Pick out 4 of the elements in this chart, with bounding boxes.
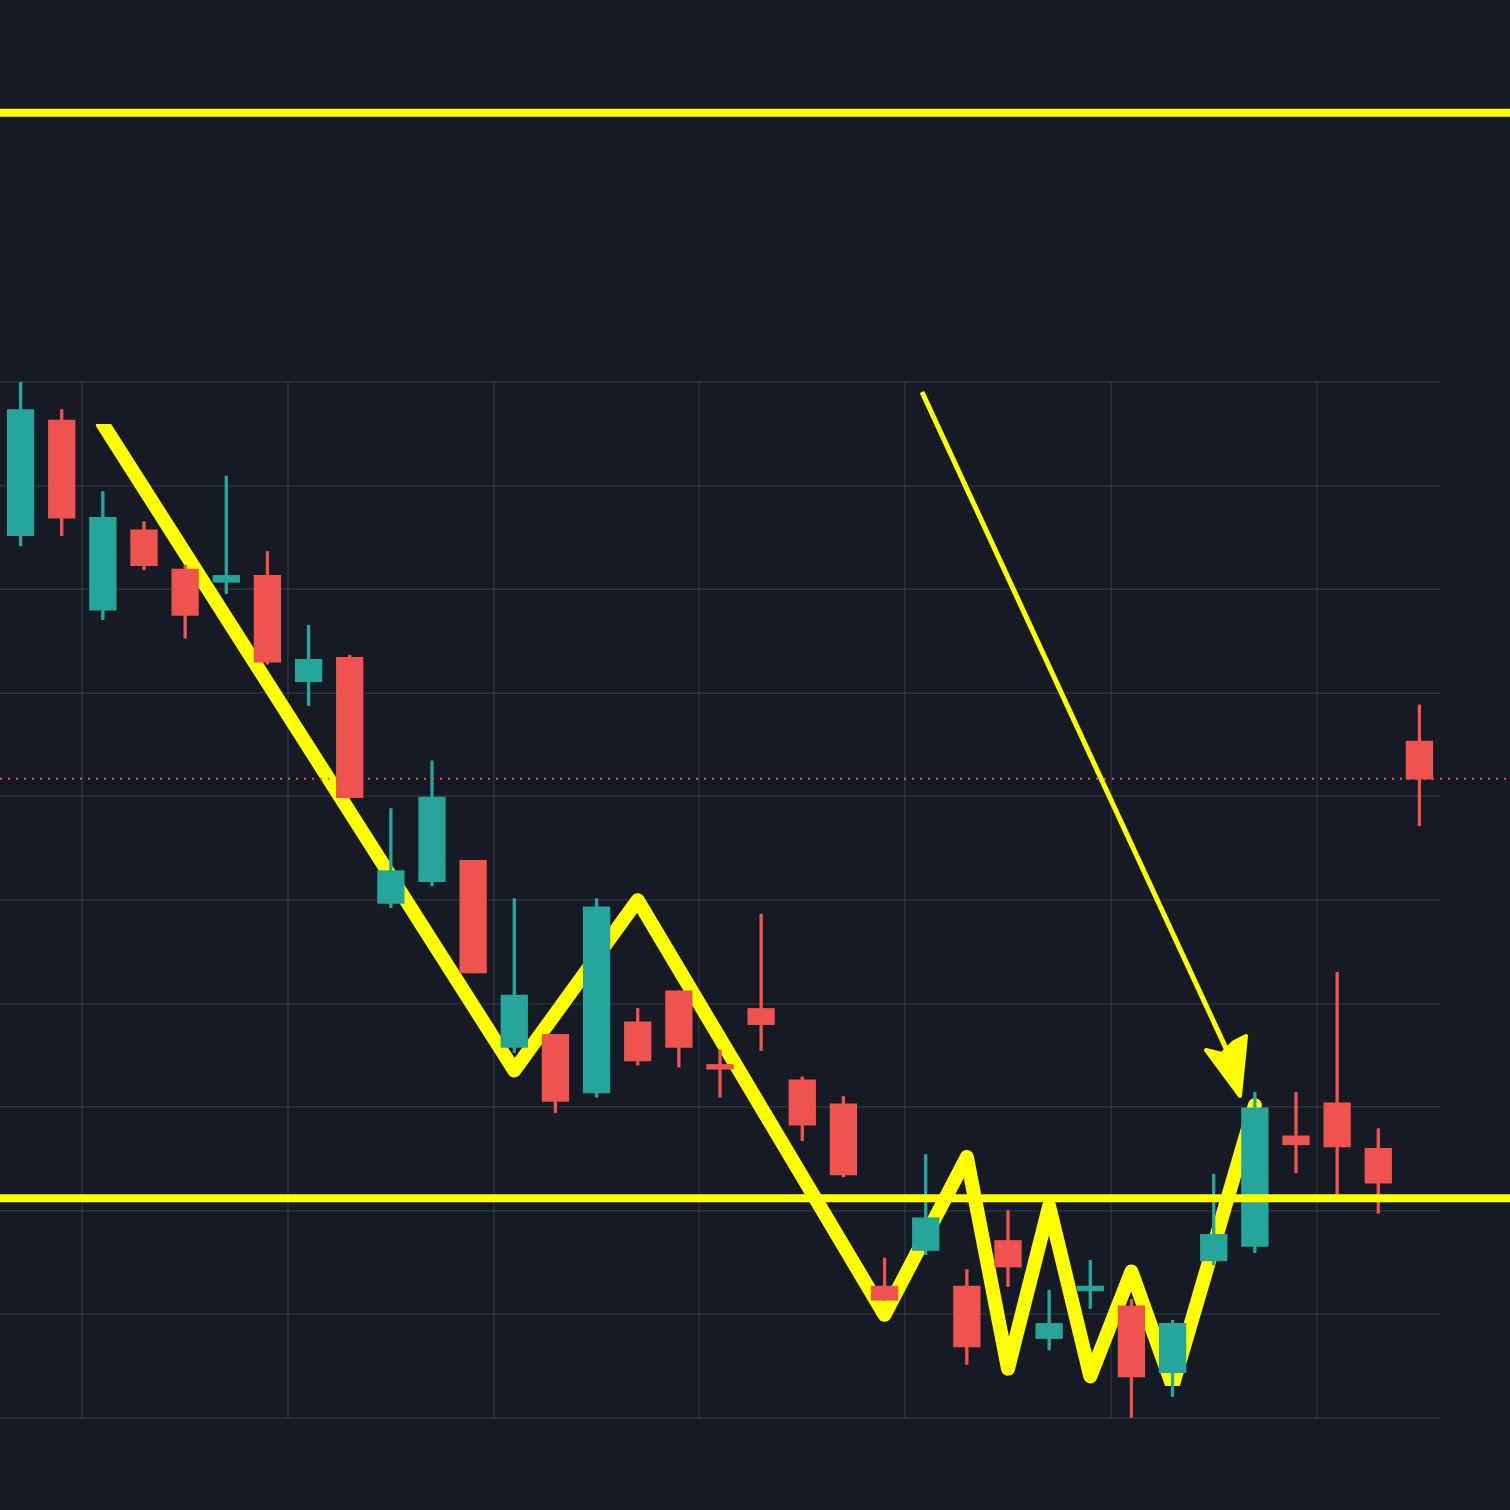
candlestick [1282,1092,1310,1174]
candlestick [706,1049,734,1098]
candlestick [1323,971,1351,1195]
candlestick [747,913,775,1051]
